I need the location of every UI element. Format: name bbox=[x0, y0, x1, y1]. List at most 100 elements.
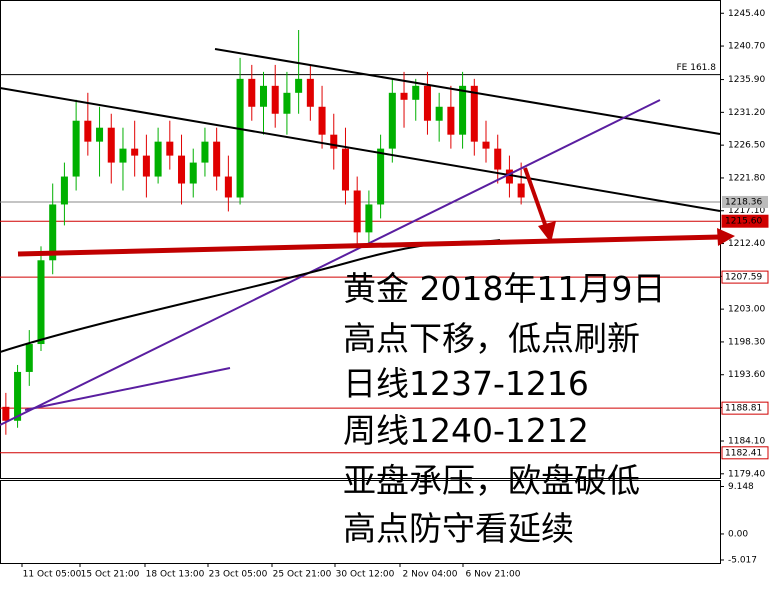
y-tick-label: 1193.60 bbox=[728, 370, 765, 380]
macd-panel bbox=[0, 480, 721, 564]
x-tick-label: 6 Nov 21:00 bbox=[466, 570, 521, 580]
candle-body bbox=[330, 134, 338, 149]
candle-body bbox=[505, 169, 513, 184]
macd-tick-label: 9.148 bbox=[728, 482, 754, 492]
candle-body bbox=[259, 85, 268, 107]
candle-body bbox=[306, 78, 314, 107]
price-label-box bbox=[721, 401, 769, 415]
candles bbox=[2, 30, 525, 435]
arrow-head bbox=[538, 221, 556, 243]
y-tick-label: 1221.80 bbox=[728, 173, 765, 183]
candle-body bbox=[84, 120, 92, 142]
candle-body bbox=[482, 141, 490, 149]
y-tick-label: 1184.10 bbox=[728, 437, 765, 447]
candle-body bbox=[435, 106, 443, 121]
y-tick-label: 1179.40 bbox=[728, 469, 765, 479]
y-tick-label: 1235.90 bbox=[728, 75, 765, 85]
candle-body bbox=[400, 92, 408, 100]
x-tick-label: 18 Oct 13:00 bbox=[146, 570, 205, 580]
price-label-box bbox=[721, 214, 769, 228]
candle-body bbox=[517, 183, 525, 198]
y-tick-label: 1217.10 bbox=[728, 206, 765, 216]
candle-body bbox=[60, 176, 68, 205]
trend-lines bbox=[0, 48, 735, 426]
x-tick-label: 30 Oct 12:00 bbox=[336, 570, 395, 580]
candle-body bbox=[14, 371, 22, 421]
x-tick-label: 15 Oct 21:00 bbox=[81, 570, 140, 580]
fe-label: FE 161.8 bbox=[677, 63, 717, 73]
candle-body bbox=[470, 85, 478, 142]
candle-body bbox=[271, 85, 279, 114]
candle-body bbox=[447, 106, 455, 135]
x-tick-label: 11 Oct 05:00 bbox=[23, 570, 82, 580]
candle-body bbox=[49, 204, 57, 261]
macd-tick-label: 0.00 bbox=[728, 529, 748, 539]
trend-line bbox=[24, 367, 231, 411]
candle-body bbox=[412, 85, 420, 100]
candle-body bbox=[37, 260, 45, 345]
y-tick-label: 1212.40 bbox=[728, 239, 765, 249]
candle-body bbox=[377, 148, 385, 205]
candle-body bbox=[189, 162, 197, 184]
candle-body bbox=[2, 406, 10, 421]
annotation: 日线1237-1216 bbox=[343, 364, 589, 403]
price-label-box bbox=[721, 270, 769, 284]
candle-body bbox=[107, 127, 115, 163]
candle-body bbox=[131, 148, 139, 156]
price-label: 1188.81 bbox=[725, 404, 762, 414]
candle-body bbox=[213, 141, 221, 177]
candle-body bbox=[154, 141, 162, 177]
candle-body bbox=[365, 204, 373, 233]
candle-body bbox=[248, 78, 256, 107]
candle-body bbox=[494, 148, 502, 170]
candle-body bbox=[72, 120, 80, 177]
trend-line bbox=[0, 99, 661, 426]
y-tick-label: 1203.00 bbox=[728, 305, 765, 315]
price-label: 1218.36 bbox=[725, 197, 762, 207]
candle-body bbox=[295, 78, 303, 93]
y-tick-label: 1231.20 bbox=[728, 108, 765, 118]
candle-body bbox=[423, 85, 431, 121]
candle-body bbox=[459, 85, 467, 135]
trend-line bbox=[214, 48, 721, 135]
annotation: 周线1240-1212 bbox=[343, 411, 589, 450]
labels: 1245.40 1240.70 1235.90 1231.20 1226.50 1221.… bbox=[21, 9, 769, 580]
annotation: 黄金 2018年11月9日 bbox=[343, 269, 665, 308]
candle-body bbox=[142, 155, 150, 177]
price-label: 1215.60 bbox=[725, 217, 762, 227]
candle-body bbox=[166, 141, 174, 156]
annotation: 亚盘承压，欧盘破低 bbox=[343, 461, 640, 500]
y-tick-label: 1198.30 bbox=[728, 337, 765, 347]
y-tick-label: 1240.70 bbox=[728, 42, 765, 52]
grid bbox=[0, 12, 724, 561]
candle-body bbox=[96, 127, 104, 142]
arrow bbox=[17, 234, 721, 257]
x-tick-label: 25 Oct 21:00 bbox=[273, 570, 332, 580]
x-tick-label: 2 Nov 04:00 bbox=[403, 570, 458, 580]
price-label-box bbox=[721, 446, 769, 460]
candle-body bbox=[388, 92, 396, 149]
candle-body bbox=[341, 148, 349, 191]
candle-body bbox=[119, 148, 127, 163]
trend-line bbox=[0, 87, 721, 212]
annotation: 高点下移，低点刷新 bbox=[343, 319, 640, 358]
price-label-box bbox=[722, 195, 768, 208]
x-tick-label: 23 Oct 05:00 bbox=[209, 570, 268, 580]
candle-body bbox=[178, 155, 186, 184]
annotation: 高点防守看延续 bbox=[343, 509, 574, 548]
candle-body bbox=[353, 190, 361, 233]
arrow bbox=[523, 167, 549, 231]
y-tick-label: 1226.50 bbox=[728, 141, 765, 151]
arrow-head bbox=[717, 228, 735, 246]
y-tick-label: 1245.40 bbox=[728, 9, 765, 19]
candle-body bbox=[224, 176, 232, 198]
candle-body bbox=[201, 141, 209, 163]
candle-body bbox=[236, 78, 244, 198]
macd-tick-label: -5.017 bbox=[728, 555, 757, 565]
candle-body bbox=[318, 106, 326, 135]
price-label: 1207.59 bbox=[725, 273, 762, 283]
candle-body bbox=[25, 344, 33, 372]
price-label: 1182.41 bbox=[725, 448, 762, 458]
